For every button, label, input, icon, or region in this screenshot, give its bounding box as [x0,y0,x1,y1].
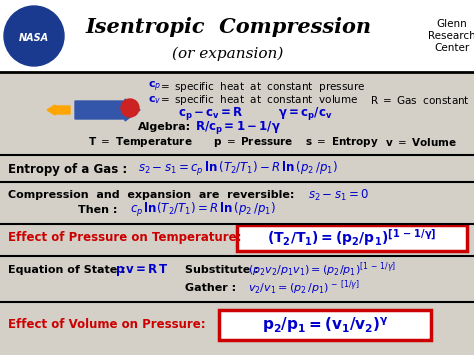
Text: Isentropic  Compression: Isentropic Compression [85,17,371,37]
Text: $s_2 - s_1 = c_p\,\mathbf{ln}\,(T_2/T_1) - R\,\mathbf{ln}\,(p_2\,/p_1)$: $s_2 - s_1 = c_p\,\mathbf{ln}\,(T_2/T_1)… [138,160,338,178]
Text: (or expansion): (or expansion) [173,47,283,61]
Text: $s_2 - s_1 = 0$: $s_2 - s_1 = 0$ [308,187,369,203]
Text: $\mathbf{\gamma = c_p / c_v}$: $\mathbf{\gamma = c_p / c_v}$ [278,105,332,122]
FancyBboxPatch shape [237,225,467,251]
Text: s $=$ Entropy: s $=$ Entropy [305,135,379,149]
Text: Effect of Volume on Pressure:: Effect of Volume on Pressure: [8,318,206,332]
Text: Gather :: Gather : [185,283,236,293]
Text: R $=$ Gas  constant: R $=$ Gas constant [370,94,470,106]
Text: Effect of Pressure on Temperature:: Effect of Pressure on Temperature: [8,231,241,245]
Circle shape [121,99,139,117]
Text: $\mathbf{c}_v$: $\mathbf{c}_v$ [148,94,161,106]
Text: $\mathbf{(T_2/T_1) = (p_2/p_1)^{[1\,-\,1/\gamma]}}$: $\mathbf{(T_2/T_1) = (p_2/p_1)^{[1\,-\,1… [267,228,437,248]
Circle shape [4,6,64,66]
Text: $\mathbf{p\,v = R\,T}$: $\mathbf{p\,v = R\,T}$ [115,262,168,278]
Text: $=$ specific  heat  at  constant  pressure: $=$ specific heat at constant pressure [158,80,365,94]
Text: $\mathbf{c_p - c_v = R}$: $\mathbf{c_p - c_v = R}$ [178,105,244,122]
Text: $(p_2 v_2 / p_1 v_1) = (p_2/p_1)^{[1\,-\,1/\gamma]}$: $(p_2 v_2 / p_1 v_1) = (p_2/p_1)^{[1\,-\… [248,261,396,279]
Bar [0,0,474,72]
Text: Algebra:: Algebra: [138,122,191,132]
Text: $\mathbf{p_2 / p_1 = (v_1 / v_2)^{\gamma}}$: $\mathbf{p_2 / p_1 = (v_1 / v_2)^{\gamma… [262,315,389,335]
Text: $c_p\,\mathbf{ln}(T_2/T_1) = R\,\mathbf{ln}\,(p_2\,/p_1)$: $c_p\,\mathbf{ln}(T_2/T_1) = R\,\mathbf{… [130,201,276,219]
Text: v $=$ Volume: v $=$ Volume [385,136,457,148]
Text: NASA: NASA [19,33,49,43]
Text: p $=$ Pressure: p $=$ Pressure [213,135,293,149]
Text: Substitute :: Substitute : [185,265,259,275]
FancyArrow shape [75,99,140,121]
Text: Glenn
Research
Center: Glenn Research Center [428,20,474,53]
Text: Entropy of a Gas :: Entropy of a Gas : [8,163,127,175]
Text: $=$ specific  heat  at  constant  volume: $=$ specific heat at constant volume [158,93,358,107]
Text: Equation of State :: Equation of State : [8,265,126,275]
Text: Compression  and  expansion  are  reversible:: Compression and expansion are reversible… [8,190,294,200]
Text: $v_2 / v_1 = (p_2\,/p_1)^{\,-\,[1/\gamma]}$: $v_2 / v_1 = (p_2\,/p_1)^{\,-\,[1/\gamma… [248,279,360,297]
Text: $\mathbf{c}_p$: $\mathbf{c}_p$ [148,80,161,94]
Text: Then :: Then : [78,205,118,215]
FancyArrow shape [47,105,70,115]
Text: $\mathbf{R / c_p = 1 - 1/\gamma}$: $\mathbf{R / c_p = 1 - 1/\gamma}$ [195,119,281,136]
FancyBboxPatch shape [219,310,431,340]
Text: T $=$ Temperature: T $=$ Temperature [88,135,192,149]
